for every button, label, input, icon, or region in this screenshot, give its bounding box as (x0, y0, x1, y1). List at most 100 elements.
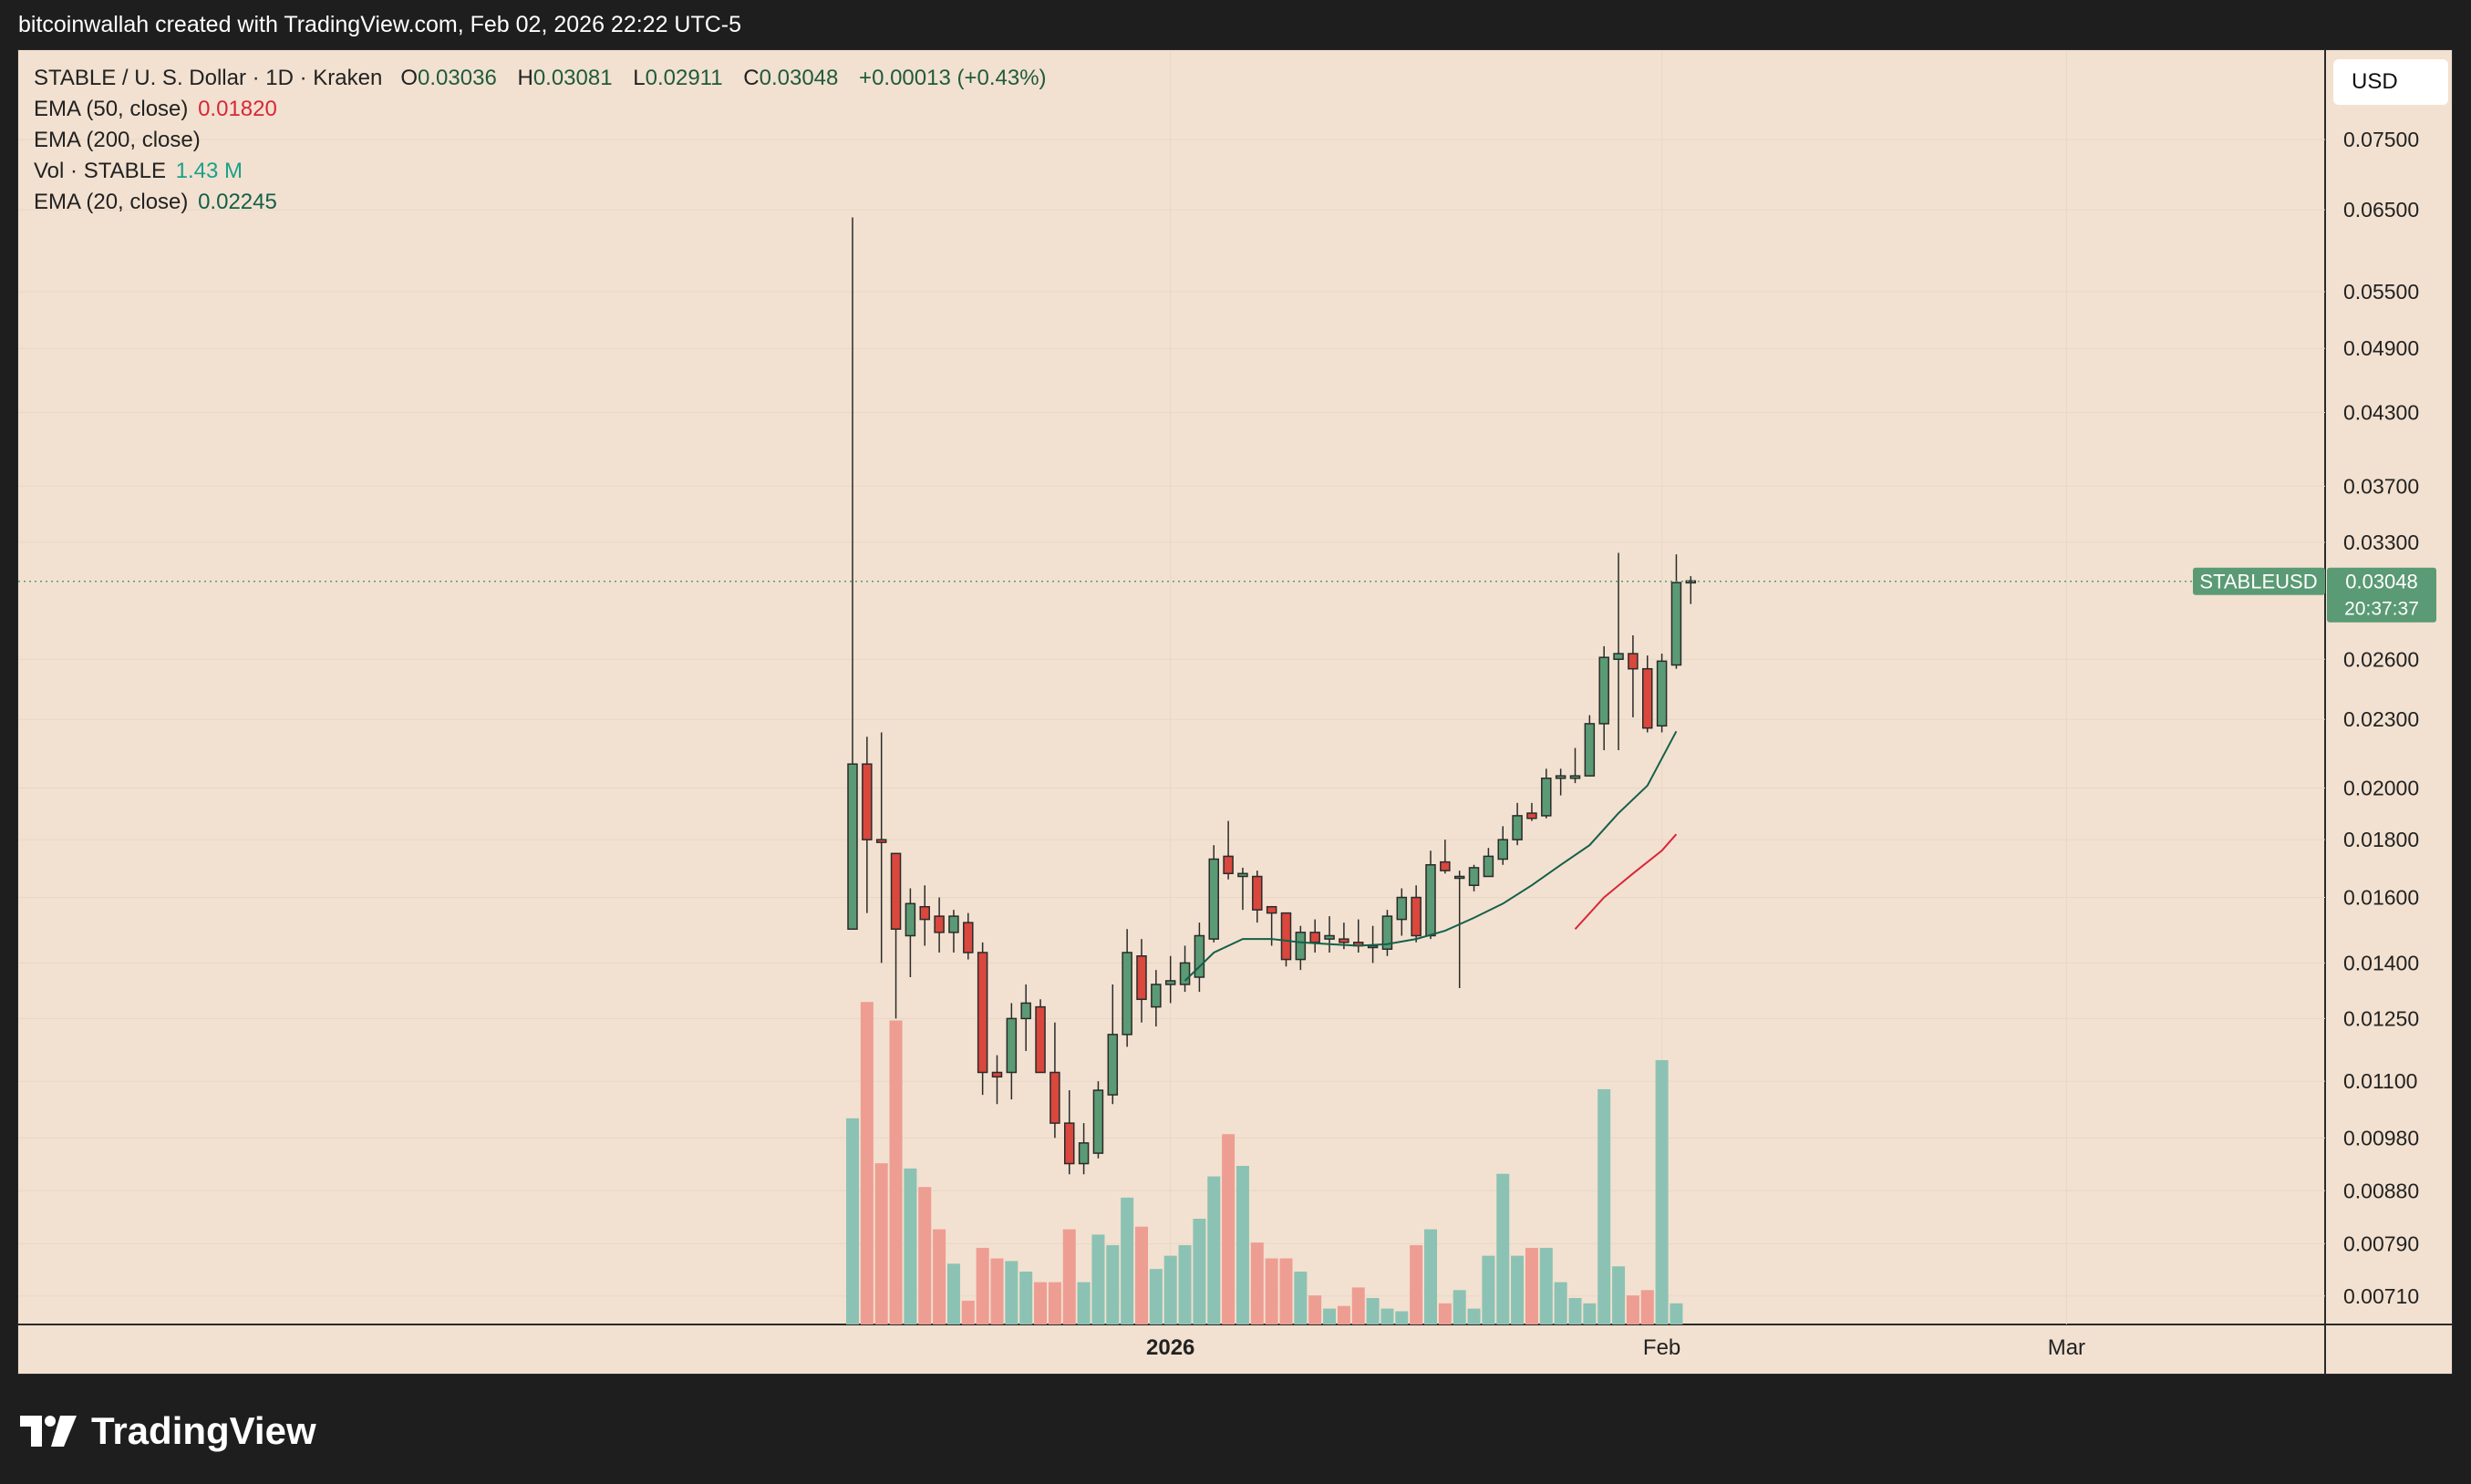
candle (1049, 1022, 1060, 1139)
price-tick-label: 0.01600 (2343, 886, 2419, 910)
candle-body (1223, 855, 1234, 875)
chart-area[interactable]: 0.07500 0.06500 0.05500 0.04900 0.04300 0.037… (17, 49, 2453, 1375)
volume-bar (933, 1229, 946, 1324)
high-value: 0.03081 (532, 66, 613, 90)
candle (875, 732, 887, 964)
time-tick-label: Feb (1643, 1335, 1680, 1360)
candle-body (1252, 875, 1263, 911)
volume-bar (1511, 1255, 1525, 1324)
symbol-title[interactable]: STABLE / U. S. Dollar · 1D · Kraken (34, 66, 383, 90)
legend-volume[interactable]: Vol · STABLE 1.43 M (34, 156, 1047, 187)
volume-bar (1351, 1287, 1365, 1324)
symbol-tag-box (2193, 567, 2325, 595)
currency-button[interactable]: USD (2333, 59, 2448, 105)
volume-bar (1149, 1269, 1163, 1324)
candle (1280, 912, 1292, 967)
candle-body (905, 902, 916, 937)
candle (1237, 867, 1248, 911)
legend-ema200[interactable]: EMA (200, close) (34, 125, 1047, 156)
candle (1555, 768, 1566, 796)
grid-lines (18, 50, 2452, 1374)
volume-bar (1453, 1290, 1466, 1324)
volume-bar (1467, 1308, 1481, 1324)
candle-body (1035, 1005, 1046, 1074)
volume-bar (889, 1020, 903, 1324)
volume-bar (874, 1163, 888, 1324)
candle-body (991, 1071, 1003, 1078)
volume-bar (1568, 1298, 1582, 1324)
ema20-line (1184, 730, 1678, 982)
candle (1194, 922, 1205, 993)
candle (847, 217, 858, 931)
attribution-bar: bitcoinwallah created with TradingView.c… (0, 0, 2471, 49)
candle (1685, 576, 1697, 604)
volume-bar (961, 1300, 975, 1324)
volume-bar (1121, 1197, 1134, 1324)
candle-body (1266, 905, 1277, 914)
volume-bar (1163, 1255, 1177, 1324)
candle-body (1497, 839, 1508, 861)
volume-bar (860, 1002, 874, 1324)
price-chart[interactable]: 0.07500 0.06500 0.05500 0.04900 0.04300 0.037… (18, 50, 2452, 1374)
candle-body (1642, 667, 1653, 729)
candle (1613, 552, 1624, 751)
time-tick-label: Mar (2048, 1335, 2085, 1360)
candle (1064, 1090, 1075, 1175)
candle (1526, 802, 1537, 821)
candle (1006, 1003, 1018, 1100)
volume-bar (1294, 1272, 1308, 1324)
volume-bar (1019, 1272, 1033, 1324)
time-tick-label: 2026 (1146, 1335, 1194, 1360)
candle-body (1078, 1142, 1090, 1165)
candle (1035, 999, 1046, 1074)
volume-value: 1.43 M (175, 159, 243, 183)
price-tick-label: 0.00790 (2343, 1232, 2419, 1255)
price-tick-label: 0.03700 (2343, 474, 2419, 498)
volume-bar (1337, 1305, 1350, 1324)
ema50-line (1574, 833, 1678, 930)
volume-bar (1308, 1295, 1322, 1324)
price-tick-label: 0.02300 (2343, 707, 2419, 731)
price-tick-label: 0.00980 (2343, 1126, 2419, 1149)
candle (919, 885, 930, 946)
candle-body (1670, 582, 1682, 666)
candle (1411, 885, 1422, 943)
candle-body (1237, 872, 1248, 878)
candle (1136, 939, 1147, 1023)
ema20-value: 0.02245 (198, 190, 277, 214)
candle (1569, 747, 1581, 784)
candle-body (919, 905, 930, 921)
volume-bar (1366, 1298, 1380, 1324)
candle-body (1164, 980, 1176, 985)
candle (1670, 554, 1682, 669)
candle-body (934, 915, 945, 933)
volume-bar (1005, 1261, 1018, 1324)
brand-name: TradingView (91, 1409, 316, 1452)
candle (1541, 768, 1552, 819)
candle (1107, 984, 1119, 1105)
candle-body (1381, 915, 1393, 950)
candle-body (1208, 858, 1219, 940)
close-label: C (743, 66, 760, 90)
candle (991, 1055, 1003, 1105)
legend-ema20[interactable]: EMA (20, close) 0.02245 (34, 187, 1047, 218)
candle (1252, 871, 1263, 923)
ema-lines (1184, 730, 1678, 982)
candle (1584, 715, 1596, 777)
candle-body (1006, 1017, 1018, 1074)
legend-ema50[interactable]: EMA (50, close) 0.01820 (34, 94, 1047, 125)
tradingview-logo[interactable]: TradingView (20, 1409, 316, 1453)
candle-body (1324, 934, 1335, 940)
price-tick-label: 0.07500 (2343, 128, 2419, 151)
footer: TradingView (0, 1375, 2471, 1484)
candle-body (1367, 944, 1379, 949)
low-value: 0.02911 (645, 66, 723, 90)
candle (1078, 1123, 1090, 1175)
low-label: L (633, 66, 646, 90)
volume-bar (1655, 1060, 1669, 1324)
volume-bar (1323, 1308, 1337, 1324)
candle-body (1598, 656, 1609, 725)
candle (862, 737, 873, 913)
volume-bar (1207, 1176, 1221, 1324)
tradingview-logo-icon (20, 1416, 77, 1447)
